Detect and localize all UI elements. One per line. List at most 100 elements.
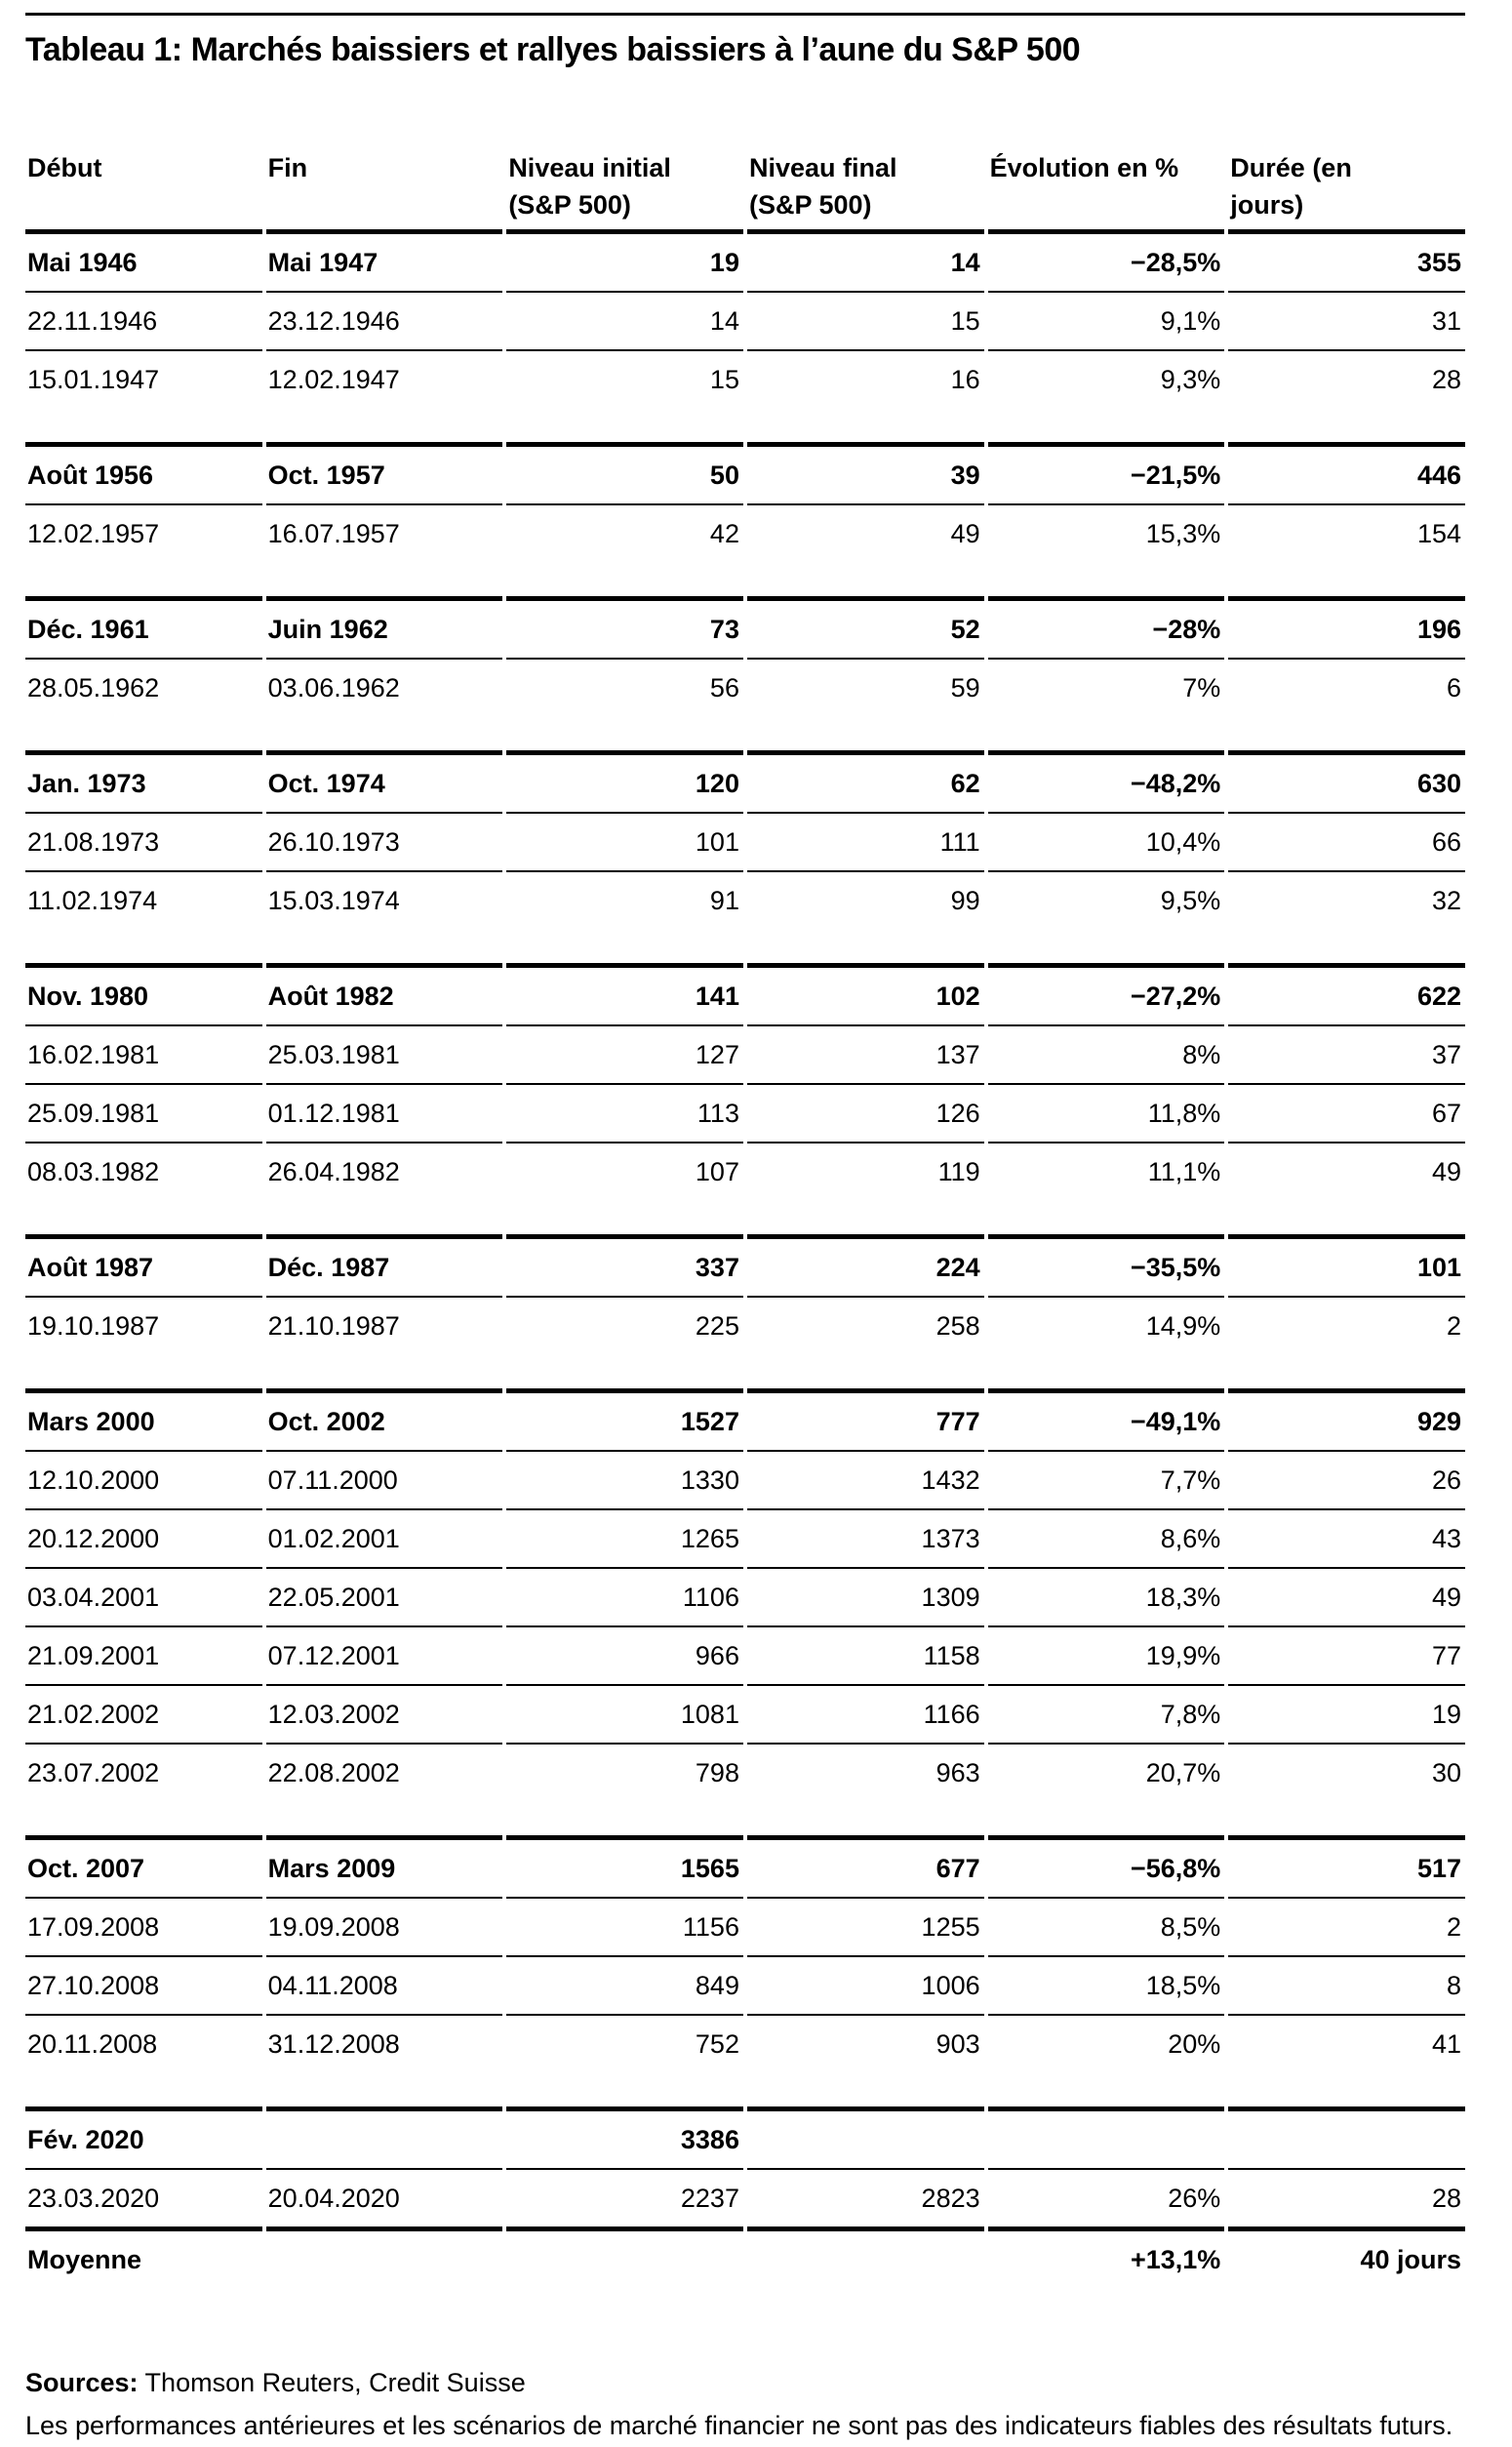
table-cell: 41 [1431, 2028, 1461, 2059]
table-cell: 56 [709, 672, 739, 702]
table-cell: 20% [1168, 2028, 1221, 2059]
table-cell [987, 2106, 1225, 2170]
table-cell: 25.03.1981 [265, 1026, 503, 1085]
column-header: Évolution en % [989, 153, 1179, 182]
table-cell: 12.10.2000 [25, 1452, 262, 1510]
table-cell: −28,5% [987, 229, 1225, 293]
table-cell: Déc. 1987 [265, 1234, 503, 1298]
table-cell: 28 [1228, 2170, 1465, 2231]
table-cell: 929 [1228, 1388, 1465, 1452]
table-cell: 15 [746, 293, 984, 351]
table-cell: 798 [695, 1757, 739, 1787]
table-row: 28.05.1962 03.06.1962 56 59 7% 6 [25, 660, 1465, 716]
table-cell: 1156 [506, 1899, 743, 1957]
sources-label: Sources: [25, 2368, 139, 2397]
table-cell: −48,2% [987, 750, 1225, 814]
table-cell: 107 [695, 1156, 739, 1186]
table-cell: 258 [935, 1310, 980, 1341]
table-cell: 3386 [506, 2106, 743, 2170]
table-cell: 517 [1228, 1835, 1465, 1899]
table-cell: 6 [1446, 672, 1461, 702]
spacer-row [25, 562, 1465, 596]
table-row: 21.02.2002 12.03.2002 1081 1166 7,8% 19 [25, 1686, 1465, 1745]
table-cell: 8,6% [987, 1510, 1225, 1569]
column-header: Fin [267, 153, 308, 182]
table-cell: 21.10.1987 [267, 1310, 400, 1341]
table-cell [266, 2231, 503, 2288]
table-cell: 7,7% [987, 1452, 1225, 1510]
table-cell: 355 [1228, 229, 1465, 293]
table-cell: 154 [1416, 518, 1461, 548]
table-cell: 1265 [506, 1510, 743, 1569]
table-cell: 137 [746, 1026, 984, 1085]
table-cell: 22.05.2001 [265, 1569, 503, 1627]
table-cell: 7% [1182, 672, 1221, 702]
table-row: 03.04.2001 22.05.2001 1106 1309 18,3% 49 [25, 1569, 1465, 1627]
table-cell: 101 [1228, 1234, 1465, 1298]
table-row: 23.07.2002 22.08.2002 798 963 20,7% 30 [25, 1745, 1465, 1801]
table-cell: 15,3% [1145, 518, 1221, 548]
table-cell: Mars 2000 [25, 1388, 262, 1452]
table-cell: Oct. 1974 [265, 750, 503, 814]
table-cell: 224 [746, 1234, 984, 1298]
table-cell: Moyenne [27, 2244, 142, 2274]
table-row: 16.02.1981 25.03.1981 127 137 8% 37 [25, 1026, 1465, 1085]
table-cell: 2823 [746, 2170, 984, 2231]
table-cell: 15 [709, 364, 739, 394]
table-cell: −49,1% [987, 1388, 1225, 1452]
table-cell: 77 [1228, 1627, 1465, 1686]
spacer-cell [25, 1200, 1465, 1234]
table-cell: 20.04.2020 [265, 2170, 503, 2231]
table-cell: 7,8% [987, 1686, 1225, 1745]
table-cell: 26.10.1973 [265, 814, 503, 872]
table-cell: Oct. 1957 [265, 442, 503, 505]
table-cell: 849 [506, 1957, 743, 2016]
table-cell: 8% [987, 1026, 1225, 1085]
table-cell: 17.09.2008 [25, 1899, 262, 1957]
table-cell: 8 [1228, 1957, 1465, 2016]
spacer-cell [25, 562, 1465, 596]
table-cell: 101 [506, 814, 743, 872]
table-cell: 30 [1431, 1757, 1461, 1787]
table-cell: 26 [1228, 1452, 1465, 1510]
table-cell: 2237 [506, 2170, 743, 2231]
sources-value: Thomson Reuters, Credit Suisse [138, 2368, 526, 2397]
table-cell: 27.10.2008 [25, 1957, 262, 2016]
table-cell: −56,8% [987, 1835, 1225, 1899]
table-cell: 1432 [746, 1452, 984, 1510]
spacer-cell [25, 929, 1465, 963]
table-cell: 120 [506, 750, 743, 814]
table-cell: Août 1982 [265, 963, 503, 1026]
table-cell: 73 [506, 596, 743, 660]
table-row: Moyenne +13,1% 40 jours [25, 2231, 1465, 2288]
column-header: Niveau initial (S&P 500) [508, 153, 671, 220]
table-cell: 32 [1431, 885, 1461, 915]
table-cell: Oct. 2002 [265, 1388, 503, 1452]
table-cell: −35,5% [987, 1234, 1225, 1298]
table-row: 11.02.1974 15.03.1974 91 99 9,5% 32 [25, 872, 1465, 929]
table-cell: 1158 [746, 1627, 984, 1686]
table-cell: 07.12.2001 [265, 1627, 503, 1686]
table-cell: 337 [506, 1234, 743, 1298]
table-cell: Oct. 2007 [25, 1835, 262, 1899]
table-cell: 1373 [746, 1510, 984, 1569]
table-cell: 446 [1228, 442, 1465, 505]
table-cell: 102 [746, 963, 984, 1026]
bear-markets-table: Début Fin Niveau initial (S&P 500) Niveau fi… [21, 149, 1469, 2288]
spacer-row [25, 1801, 1465, 1835]
spacer-cell [25, 2072, 1465, 2106]
table-cell: 10,4% [987, 814, 1225, 872]
table-cell: 225 [695, 1310, 739, 1341]
table-cell: 91 [709, 885, 739, 915]
table-cell: 67 [1228, 1085, 1465, 1143]
table-cell: Déc. 1961 [25, 596, 262, 660]
table-row: Jan. 1973 Oct. 1974 120 62 −48,2% 630 [25, 750, 1465, 814]
table-cell: 49 [1228, 1569, 1465, 1627]
table-row: 21.08.1973 26.10.1973 101 111 10,4% 66 [25, 814, 1465, 872]
table-cell: 49 [1431, 1156, 1461, 1186]
table-cell: 11,1% [1147, 1156, 1221, 1186]
table-cell: 903 [935, 2028, 980, 2059]
table-cell: 1309 [746, 1569, 984, 1627]
table-cell: 22.11.1946 [25, 293, 262, 351]
